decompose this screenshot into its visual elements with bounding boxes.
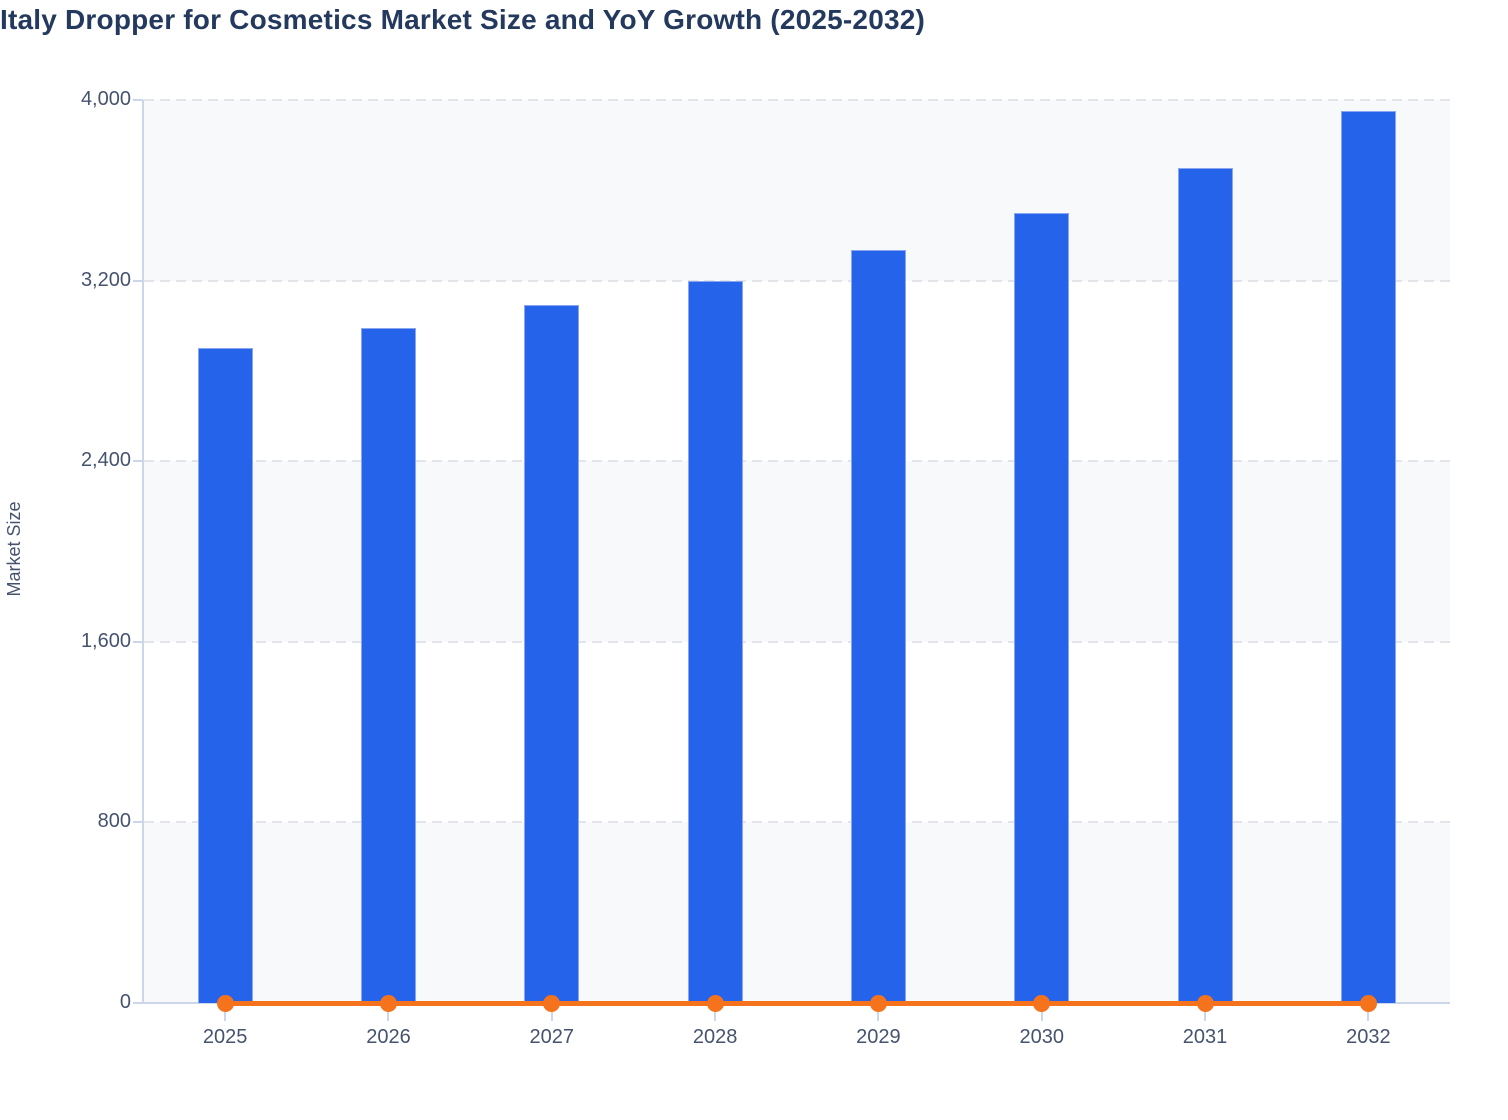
yoy-marker-2032[interactable] (1359, 994, 1377, 1012)
x-tick-label-2026: 2026 (366, 1026, 411, 1048)
bar-2030[interactable] (1014, 212, 1070, 1003)
y-axis-line (141, 100, 144, 1003)
x-tick-2030 (1040, 1003, 1043, 1021)
y-tick-1600 (133, 640, 143, 643)
x-tick-2026 (387, 1003, 390, 1021)
yoy-marker-2028[interactable] (706, 994, 724, 1012)
y-tick-label-4000: 4,000 (80, 88, 131, 110)
gridline-800 (143, 821, 1450, 824)
x-tick-label-2032: 2032 (1346, 1026, 1391, 1048)
y-tick-label-3200: 3,200 (80, 268, 131, 291)
plot-band (143, 461, 1450, 642)
gridline-2400 (143, 460, 1450, 463)
plot-band (143, 822, 1450, 1003)
y-axis-title: Market Size (4, 501, 24, 597)
yoy-marker-2026[interactable] (379, 994, 397, 1012)
x-tick-2029 (877, 1003, 880, 1021)
gridline-3200 (143, 279, 1450, 282)
y-tick-3200 (133, 279, 143, 282)
x-tick-label-2031: 2031 (1182, 1026, 1228, 1048)
bar-2028[interactable] (687, 280, 743, 1003)
x-tick-label-2030: 2030 (1019, 1026, 1064, 1048)
bar-2026[interactable] (360, 328, 416, 1003)
bar-2032[interactable] (1340, 111, 1396, 1003)
y-tick-label-0: 0 (119, 991, 131, 1013)
x-tick-2031 (1204, 1003, 1207, 1021)
x-tick-2025 (224, 1003, 227, 1021)
plot-band (143, 100, 1450, 281)
chart-title: Italy Dropper for Cosmetics Market Size … (0, 4, 926, 35)
yoy-marker-2029[interactable] (869, 994, 887, 1012)
yoy-marker-2031[interactable] (1196, 994, 1214, 1012)
yoy-growth-line[interactable] (225, 1000, 1369, 1006)
x-tick-label-2025: 2025 (202, 1026, 248, 1048)
x-tick-2028 (714, 1003, 717, 1021)
x-tick-label-2027: 2027 (529, 1026, 575, 1048)
bar-2029[interactable] (850, 250, 906, 1003)
bar-2025[interactable] (197, 348, 253, 1003)
gridline-1600 (143, 640, 1450, 643)
x-tick-label-2028: 2028 (692, 1026, 738, 1048)
bar-2031[interactable] (1177, 167, 1233, 1003)
x-tick-label-2029: 2029 (856, 1026, 901, 1048)
gridline-4000 (143, 99, 1450, 101)
y-tick-4000 (133, 99, 143, 101)
bar-2027[interactable] (524, 305, 580, 1003)
yoy-marker-2025[interactable] (216, 994, 234, 1012)
y-tick-label-2400: 2,400 (80, 449, 131, 472)
y-tick-label-800: 800 (97, 810, 131, 833)
x-tick-2032 (1367, 1003, 1370, 1021)
x-tick-2027 (550, 1003, 553, 1021)
yoy-marker-2027[interactable] (543, 994, 561, 1012)
y-tick-label-1600: 1,600 (80, 629, 131, 652)
y-tick-800 (133, 821, 143, 824)
y-tick-2400 (133, 460, 143, 463)
yoy-marker-2030[interactable] (1033, 994, 1051, 1012)
